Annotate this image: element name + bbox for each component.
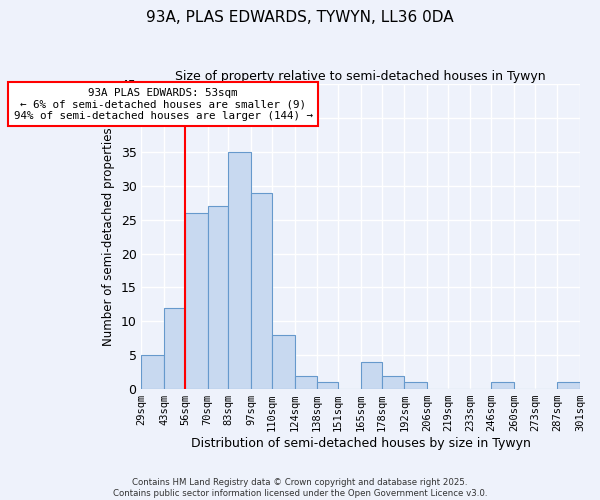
Bar [491,382,514,389]
Bar [164,308,185,389]
Bar [361,362,382,389]
Title: Size of property relative to semi-detached houses in Tywyn: Size of property relative to semi-detach… [175,70,546,83]
Bar [142,355,164,389]
Bar [229,152,251,389]
Text: Contains HM Land Registry data © Crown copyright and database right 2025.
Contai: Contains HM Land Registry data © Crown c… [113,478,487,498]
X-axis label: Distribution of semi-detached houses by size in Tywyn: Distribution of semi-detached houses by … [191,437,530,450]
Bar [557,382,580,389]
Text: 93A, PLAS EDWARDS, TYWYN, LL36 0DA: 93A, PLAS EDWARDS, TYWYN, LL36 0DA [146,10,454,25]
Bar [382,376,404,389]
Bar [272,335,295,389]
Y-axis label: Number of semi-detached properties: Number of semi-detached properties [102,128,115,346]
Bar [404,382,427,389]
Text: 93A PLAS EDWARDS: 53sqm
← 6% of semi-detached houses are smaller (9)
94% of semi: 93A PLAS EDWARDS: 53sqm ← 6% of semi-det… [14,88,313,121]
Bar [251,192,272,389]
Bar [208,206,229,389]
Bar [317,382,338,389]
Bar [295,376,317,389]
Bar [185,213,208,389]
